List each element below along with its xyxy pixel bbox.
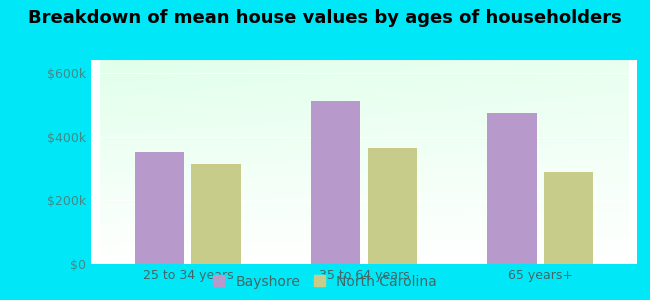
Bar	[543, 172, 593, 264]
Legend: Bayshore, North Carolina: Bayshore, North Carolina	[209, 271, 441, 293]
Bar	[135, 152, 185, 264]
Bar	[191, 164, 240, 264]
Bar	[367, 148, 417, 264]
Text: Breakdown of mean house values by ages of householders: Breakdown of mean house values by ages o…	[28, 9, 622, 27]
Bar	[488, 112, 537, 264]
Bar	[311, 101, 361, 264]
